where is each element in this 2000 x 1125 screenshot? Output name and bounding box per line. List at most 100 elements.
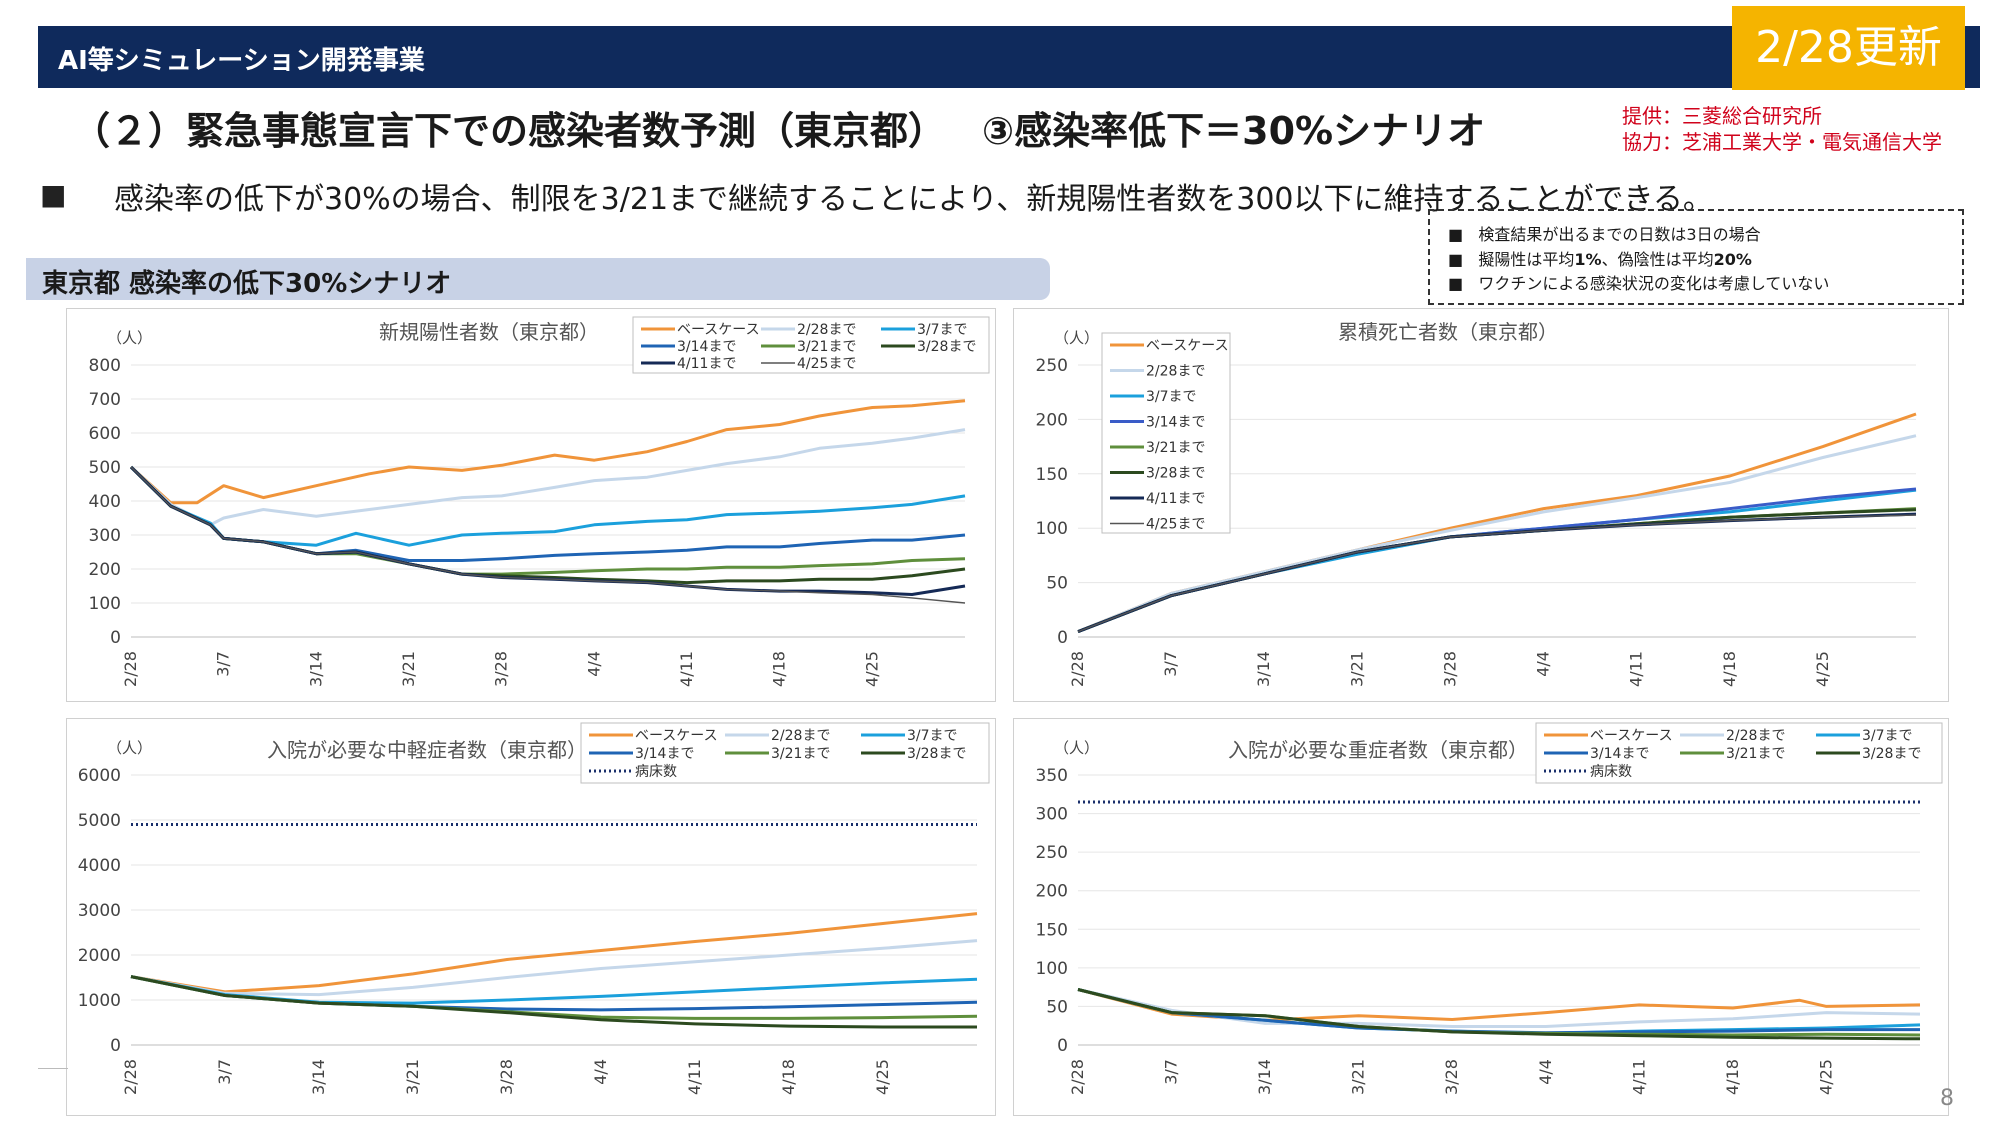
legend-label: 3/7まで — [907, 728, 958, 744]
section-label: 東京都 感染率の低下30%シナリオ — [42, 269, 452, 299]
y-tick-label: 4000 — [78, 856, 121, 876]
x-tick-label: 4/4 — [584, 651, 603, 677]
legend-label: 3/14まで — [1590, 746, 1649, 762]
chart-title: 新規陽性者数（東京都） — [379, 320, 599, 344]
series-line — [1077, 988, 1921, 1041]
chart-title: 入院が必要な中軽症者数（東京都） — [267, 738, 587, 762]
x-tick-label: 3/7 — [1161, 651, 1180, 677]
x-tick-label: 4/11 — [685, 1059, 704, 1095]
x-tick-label: 3/14 — [306, 651, 325, 687]
legend-label: 3/14まで — [635, 746, 694, 762]
y-tick-label: 200 — [1036, 882, 1068, 902]
legend-label: 2/28まで — [771, 728, 830, 744]
series-line — [130, 939, 978, 997]
x-tick-label: 3/28 — [1442, 1059, 1461, 1095]
legend-label: 3/21まで — [1726, 746, 1785, 762]
chart-svg: 0 50 100 150 200 250 （人） 2/28 3/7 3/14 3/21 3/28 4/4… — [1036, 320, 1917, 687]
series-line — [1077, 514, 1917, 633]
legend-label: ベースケース — [1590, 728, 1673, 744]
series-line — [130, 912, 978, 994]
y-unit-label: （人） — [107, 739, 152, 757]
chart-svg: 0 50 100 150 200 250 300 350 （人） 2/28 3/7 3/14 3/21 3… — [1036, 722, 1943, 1095]
legend-label: 3/28まで — [917, 339, 976, 355]
y-tick-label: 0 — [1057, 1036, 1068, 1056]
chart-panel-cumulative-deaths: 0 50 100 150 200 250 （人） 2/28 3/7 3/14 3/21 3/28 4/4… — [1013, 308, 1949, 702]
x-tick-label: 3/7 — [214, 651, 233, 677]
series-line — [130, 975, 977, 1029]
chart-panel-severe-inpatients: 0 50 100 150 200 250 300 350 （人） 2/28 3/7 3/14 3/21 3… — [1013, 718, 1949, 1116]
legend-label: 3/21まで — [1146, 440, 1205, 456]
y-unit-label: （人） — [1054, 329, 1099, 347]
legend-label: 病床数 — [635, 764, 677, 780]
note-text: 、偽陰性は平均 — [1601, 250, 1714, 269]
x-tick-label: 4/18 — [770, 651, 789, 687]
note-value: 1% — [1574, 250, 1602, 269]
x-tick-label: 4/25 — [862, 651, 881, 687]
y-tick-label: 100 — [89, 594, 121, 614]
series-line — [129, 465, 966, 547]
y-tick-label: 250 — [1036, 843, 1068, 863]
y-unit-label: （人） — [107, 329, 152, 347]
chart-svg: 0 100 200 300 400 500 600 700 800 （人） 2/28 3/7 3/14 3… — [89, 316, 990, 687]
y-tick-label: 250 — [1036, 356, 1068, 376]
legend-label: 3/7まで — [1862, 728, 1913, 744]
y-tick-label: 50 — [1046, 574, 1068, 594]
x-tick-label: 2/28 — [121, 651, 140, 687]
chart-svg: 0 1000 2000 3000 4000 5000 6000 （人） 2/28 3/7 3/14 3… — [78, 722, 990, 1095]
page-title: （２）緊急事態宣言下での感染者数予測（東京都） — [72, 109, 947, 153]
y-tick-label: 1000 — [78, 991, 121, 1011]
page-number: 8 — [1940, 1086, 1954, 1111]
x-tick-label: 3/21 — [403, 1059, 422, 1095]
x-tick-label: 3/14 — [1255, 1059, 1274, 1095]
credit-provider: 提供：三菱総合研究所 — [1622, 104, 1822, 128]
series-line — [129, 465, 966, 562]
note-bullet: ■ — [1448, 274, 1464, 293]
chart-panel-moderate-inpatients: 0 1000 2000 3000 4000 5000 6000 （人） 2/28 3/7 3/14 3… — [66, 718, 996, 1116]
y-tick-label: 800 — [89, 356, 121, 376]
legend-label: 3/21まで — [771, 746, 830, 762]
summary-text: 感染率の低下が30%の場合、制限を3/21まで継続することにより、新規陽性者数を… — [114, 182, 1713, 217]
y-tick-label: 100 — [1036, 959, 1068, 979]
legend-label: 3/21まで — [797, 339, 856, 355]
legend-label: 2/28まで — [797, 322, 856, 338]
legend-label: ベースケース — [677, 322, 760, 338]
legend-label: 3/7まで — [1146, 389, 1197, 405]
note-item: ■ 検査結果が出るまでの日数は3日の場合 — [1448, 221, 1761, 245]
legend-label: 3/7まで — [917, 322, 968, 338]
x-tick-label: 4/25 — [1813, 651, 1832, 687]
legend-label: 4/25まで — [1146, 517, 1205, 533]
x-tick-label: 4/18 — [1720, 651, 1739, 687]
x-tick-label: 3/28 — [497, 1059, 516, 1095]
y-tick-label: 400 — [89, 492, 121, 512]
y-tick-label: 500 — [89, 458, 121, 478]
header-title: AI等シミュレーション開発事業 — [58, 46, 425, 76]
y-tick-label: 50 — [1046, 997, 1068, 1017]
y-tick-label: 0 — [1057, 628, 1068, 648]
legend-label: 3/14まで — [677, 339, 736, 355]
x-tick-label: 4/25 — [873, 1059, 892, 1095]
y-tick-label: 5000 — [78, 811, 121, 831]
note-text: 検査結果が出るまでの日数は3日の場合 — [1478, 225, 1761, 244]
chart-title: 入院が必要な重症者数（東京都） — [1228, 738, 1528, 762]
scenario-title: ③感染率低下＝30%シナリオ — [982, 109, 1486, 153]
x-tick-label: 4/18 — [1723, 1059, 1742, 1095]
legend-label: ベースケース — [1146, 338, 1229, 354]
x-tick-label: 3/28 — [492, 651, 511, 687]
legend-label: 3/14まで — [1146, 415, 1205, 431]
chart-title: 累積死亡者数（東京都） — [1338, 320, 1558, 344]
y-tick-label: 150 — [1036, 920, 1068, 940]
legend-box — [580, 722, 990, 784]
y-tick-label: 200 — [89, 560, 121, 580]
note-bullet: ■ — [1448, 225, 1464, 244]
x-tick-label: 4/4 — [591, 1059, 610, 1085]
summary-bullet: ■ — [40, 178, 67, 211]
note-item: ■ ワクチンによる感染状況の変化は考慮していない — [1448, 270, 1829, 294]
x-tick-label: 3/7 — [215, 1059, 234, 1085]
series-line — [1077, 434, 1917, 633]
y-tick-label: 700 — [89, 390, 121, 410]
y-tick-label: 0 — [110, 1036, 121, 1056]
x-tick-label: 2/28 — [1068, 651, 1087, 687]
x-tick-label: 4/11 — [677, 651, 696, 687]
series-line — [130, 466, 966, 604]
note-bullet: ■ — [1448, 250, 1464, 269]
